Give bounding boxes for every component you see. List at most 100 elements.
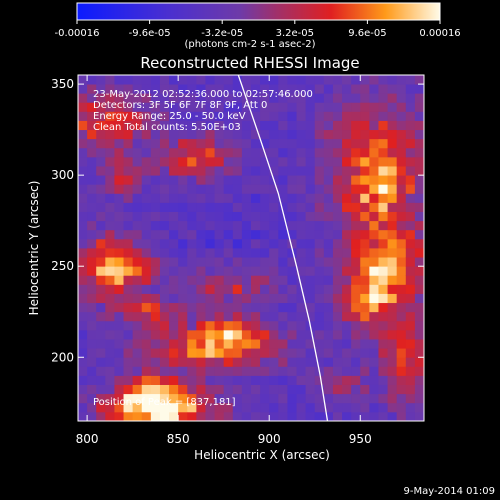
heatmap-cell [332, 366, 343, 376]
heatmap-cell [251, 220, 261, 231]
heatmap-cell [132, 211, 143, 222]
heatmap-cell [296, 102, 307, 112]
heatmap-cell [405, 366, 416, 376]
heatmap-cell [387, 193, 398, 203]
heatmap-cell [405, 266, 416, 276]
heatmap-cell [87, 111, 97, 121]
heatmap-cell [405, 166, 416, 176]
heatmap-cell [114, 202, 124, 212]
heatmap-cell [396, 166, 407, 176]
heatmap-cell [105, 339, 115, 349]
heatmap-cell [78, 320, 88, 331]
heatmap-cell [369, 257, 379, 267]
heatmap-cell [87, 284, 97, 294]
heatmap-cell [150, 193, 161, 203]
heatmap-cell [241, 284, 252, 294]
heatmap-cell [278, 138, 288, 149]
heatmap-cell [141, 384, 152, 395]
heatmap-cell [378, 93, 388, 103]
heatmap-cell [150, 366, 161, 376]
heatmap-cell [114, 257, 124, 267]
heatmap-cell [378, 84, 388, 94]
heatmap-cell [269, 348, 279, 358]
heatmap-cell [178, 184, 188, 194]
heatmap-cell [178, 257, 188, 267]
heatmap-cell [314, 275, 325, 285]
heatmap-cell [96, 284, 106, 294]
heatmap-cell [132, 275, 143, 285]
heatmap-cell [78, 220, 88, 231]
heatmap-cell [305, 348, 316, 358]
heatmap-cell [314, 84, 325, 94]
heatmap-cell [205, 238, 215, 249]
heatmap-cell [287, 266, 297, 276]
heatmap-cell [332, 393, 343, 404]
heatmap-cell [278, 402, 288, 413]
heatmap-cell [369, 320, 379, 331]
heatmap-cell [396, 275, 407, 285]
heatmap-cell [205, 311, 215, 322]
heatmap-cell [305, 93, 316, 103]
heatmap-cell [214, 266, 225, 276]
colorbar-tick-label: -3.2e-05 [201, 28, 243, 39]
heatmap-cell [351, 302, 361, 313]
heatmap-cell [196, 120, 206, 131]
heatmap-cell [141, 348, 152, 358]
heatmap-cell [159, 293, 170, 304]
heatmap-cell [323, 411, 334, 421]
heatmap-cell [260, 248, 270, 258]
heatmap-cell [369, 84, 379, 94]
heatmap-cell [187, 211, 197, 222]
heatmap-cell [196, 320, 206, 331]
heatmap-cell [414, 211, 424, 222]
heatmap-cell [296, 193, 307, 203]
heatmap-cell [414, 284, 424, 294]
heatmap-cell [150, 384, 161, 395]
heatmap-cell [396, 248, 407, 258]
heatmap-cell [351, 402, 361, 413]
colorbar-tick-label: 0.00016 [419, 28, 460, 39]
heatmap-cell [105, 111, 115, 121]
heatmap-cell [214, 184, 225, 194]
heatmap-cell [323, 357, 334, 367]
heatmap-cell [287, 248, 297, 258]
heatmap-cell [296, 166, 307, 176]
heatmap-cell [323, 184, 334, 194]
heatmap-cell [187, 357, 197, 367]
heatmap-cell [141, 257, 152, 267]
heatmap-cell [378, 147, 388, 158]
heatmap-cell [342, 266, 352, 276]
heatmap-cell [169, 384, 179, 395]
heatmap-cell [278, 102, 288, 112]
heatmap-cell [105, 175, 115, 185]
heatmap-cell [214, 248, 225, 258]
heatmap-cell [323, 393, 334, 404]
heatmap-cell [123, 393, 134, 404]
heatmap-cell [141, 102, 152, 112]
heatmap-cell [187, 120, 197, 131]
heatmap-cell [287, 175, 297, 185]
heatmap-cell [196, 375, 206, 385]
heatmap-cell [223, 84, 234, 94]
heatmap-cell [159, 329, 170, 340]
heatmap-cell [414, 156, 424, 167]
heatmap-cell [269, 302, 279, 313]
heatmap-cell [251, 102, 261, 112]
heatmap-cell [214, 384, 225, 395]
heatmap-cell [351, 202, 361, 212]
heatmap-cell [378, 302, 388, 313]
heatmap-cell [387, 129, 398, 140]
heatmap-cell [314, 93, 325, 103]
heatmap-cell [232, 384, 243, 395]
heatmap-cell [159, 302, 170, 313]
heatmap-cell [351, 184, 361, 194]
heatmap-cell [178, 84, 188, 94]
heatmap-cell [278, 275, 288, 285]
heatmap-cell [150, 402, 161, 413]
heatmap-cell [405, 357, 416, 367]
heatmap-cell [360, 257, 370, 267]
heatmap-cell [87, 311, 97, 322]
heatmap-cell [178, 311, 188, 322]
heatmap-cell [378, 411, 388, 421]
heatmap-cell [260, 229, 270, 240]
